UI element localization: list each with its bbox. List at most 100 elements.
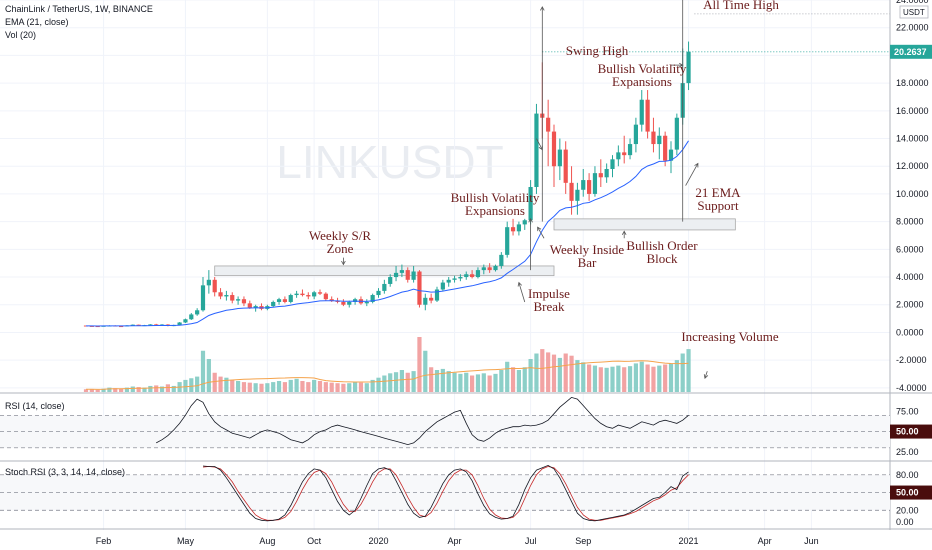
price-tick-label: 0.0000 bbox=[896, 327, 924, 337]
candle-body bbox=[686, 51, 691, 84]
annotation-line: Weekly Inside bbox=[550, 242, 625, 257]
candle bbox=[551, 124, 557, 187]
candle bbox=[206, 270, 211, 294]
price-tick-label: 2.0000 bbox=[896, 300, 924, 310]
last-price-badge-bg bbox=[890, 44, 932, 59]
volume-bar bbox=[587, 364, 592, 392]
candle bbox=[499, 252, 504, 269]
candle-body bbox=[668, 149, 674, 161]
price-axis[interactable]: 24.0000 22.0000 18.0000 16.0000 14.0000 12.00… bbox=[890, 0, 932, 527]
candle-body bbox=[423, 297, 428, 305]
ema-support-arrow bbox=[685, 163, 699, 186]
price-tick-label: 4.0000 bbox=[896, 272, 924, 282]
stoch-legend: Stoch RSI (3, 3, 14, 14, close) bbox=[5, 467, 126, 477]
candle bbox=[481, 264, 486, 275]
candle bbox=[592, 166, 598, 197]
candle-body bbox=[177, 322, 182, 326]
annotation-line: Weekly S/R bbox=[309, 228, 371, 243]
volume-bar bbox=[458, 373, 463, 392]
rsi-pane[interactable] bbox=[0, 396, 890, 449]
candle-body bbox=[470, 274, 475, 278]
volume-bar bbox=[288, 379, 293, 392]
annotation-line: Expansions bbox=[612, 74, 672, 89]
candle bbox=[563, 141, 568, 194]
volume-bar bbox=[505, 361, 510, 392]
candle-body bbox=[516, 224, 521, 232]
volume-bar bbox=[370, 379, 375, 392]
chart-title: ChainLink / TetherUS, 1W, BINANCE bbox=[5, 4, 153, 14]
stoch-rsi-pane[interactable] bbox=[0, 464, 890, 522]
candle-body bbox=[663, 135, 668, 161]
candle-body bbox=[224, 295, 229, 297]
candle-body bbox=[487, 267, 492, 271]
annotation-bullish-vol-exp-right: Bullish Volatility Expansions bbox=[598, 61, 687, 89]
volume-bar bbox=[674, 360, 679, 392]
volume-bar bbox=[89, 389, 94, 392]
candle bbox=[189, 313, 194, 320]
candle bbox=[405, 267, 410, 283]
candle-body bbox=[353, 299, 358, 302]
candle bbox=[446, 277, 451, 287]
candle bbox=[282, 296, 287, 304]
candle bbox=[294, 290, 299, 298]
candle bbox=[236, 296, 241, 305]
time-tick-label: Oct bbox=[307, 536, 322, 546]
annotation-line: Bullish Volatility bbox=[451, 190, 540, 205]
volume-bar bbox=[610, 366, 615, 392]
volume-bar bbox=[592, 365, 598, 392]
rsi-tick-label: 75.00 bbox=[896, 406, 919, 416]
volume-bar bbox=[329, 382, 334, 392]
candle bbox=[230, 292, 235, 304]
rsi-badge: 50.00 bbox=[896, 427, 919, 437]
annotation-arrows bbox=[341, 0, 890, 379]
price-tick-label: 14.0000 bbox=[896, 134, 929, 144]
time-tick-label: 2020 bbox=[368, 536, 388, 546]
volume-bar bbox=[159, 386, 165, 392]
candle bbox=[452, 275, 457, 283]
volume-bar bbox=[358, 382, 364, 392]
candle-body bbox=[405, 270, 410, 280]
price-tick-label: -2.0000 bbox=[896, 355, 927, 365]
candle bbox=[475, 267, 481, 279]
volume-bar bbox=[119, 388, 124, 392]
annotation-all-time-high: All Time High bbox=[703, 0, 779, 12]
candle-body bbox=[598, 173, 603, 178]
volume-bar bbox=[481, 373, 486, 392]
volume-bar bbox=[627, 366, 633, 392]
vol-exp-left-arrow bbox=[536, 138, 543, 150]
volume-bar bbox=[300, 381, 305, 392]
candle bbox=[224, 290, 229, 301]
volume-bar bbox=[575, 360, 580, 392]
price-tick-label: 8.0000 bbox=[896, 217, 924, 227]
volume-bar bbox=[663, 364, 668, 392]
candle bbox=[300, 289, 305, 297]
volume-bar bbox=[253, 383, 258, 392]
volume-bar bbox=[393, 372, 399, 392]
ema-support-arrow-head bbox=[694, 162, 699, 168]
volume-bar bbox=[364, 383, 369, 392]
candle bbox=[546, 99, 551, 167]
volume-bar bbox=[282, 382, 287, 392]
volume-bars bbox=[83, 337, 691, 392]
candle-body bbox=[276, 299, 282, 302]
volume-bar bbox=[493, 373, 498, 392]
candle bbox=[434, 286, 440, 302]
watermark: LINKUSDT bbox=[276, 136, 503, 188]
volume-bar bbox=[581, 362, 586, 392]
time-axis[interactable]: Feb May Aug Oct 2020 Apr Jul Sep 2021 Apr Jun bbox=[96, 536, 819, 546]
volume-bar bbox=[540, 349, 545, 392]
candle-body bbox=[569, 182, 574, 201]
vol-exp-right-arrow-head bbox=[678, 62, 684, 68]
candle-body bbox=[341, 301, 346, 305]
volume-bar bbox=[376, 377, 381, 392]
inside-bar-arrow-head bbox=[537, 226, 542, 232]
candle bbox=[663, 131, 668, 167]
ema-legend: EMA (21, close) bbox=[5, 17, 69, 27]
volume-bar bbox=[171, 385, 176, 392]
candle-body bbox=[458, 277, 463, 279]
rsi-legend: RSI (14, close) bbox=[5, 401, 65, 411]
volume-bar bbox=[546, 352, 551, 392]
volume-bar bbox=[95, 389, 100, 392]
candle-body bbox=[610, 159, 615, 169]
